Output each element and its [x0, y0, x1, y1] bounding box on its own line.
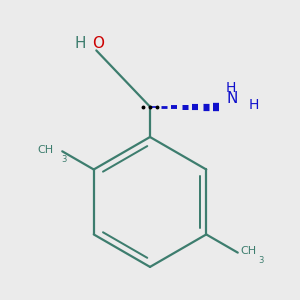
Text: N: N [226, 92, 238, 106]
Text: 3: 3 [259, 256, 264, 265]
Text: CH: CH [240, 246, 256, 256]
Text: O: O [92, 36, 104, 51]
Text: 3: 3 [61, 155, 67, 164]
Text: H: H [249, 98, 259, 112]
Text: H: H [225, 81, 236, 94]
Text: CH: CH [38, 145, 54, 154]
Text: H: H [75, 36, 86, 51]
